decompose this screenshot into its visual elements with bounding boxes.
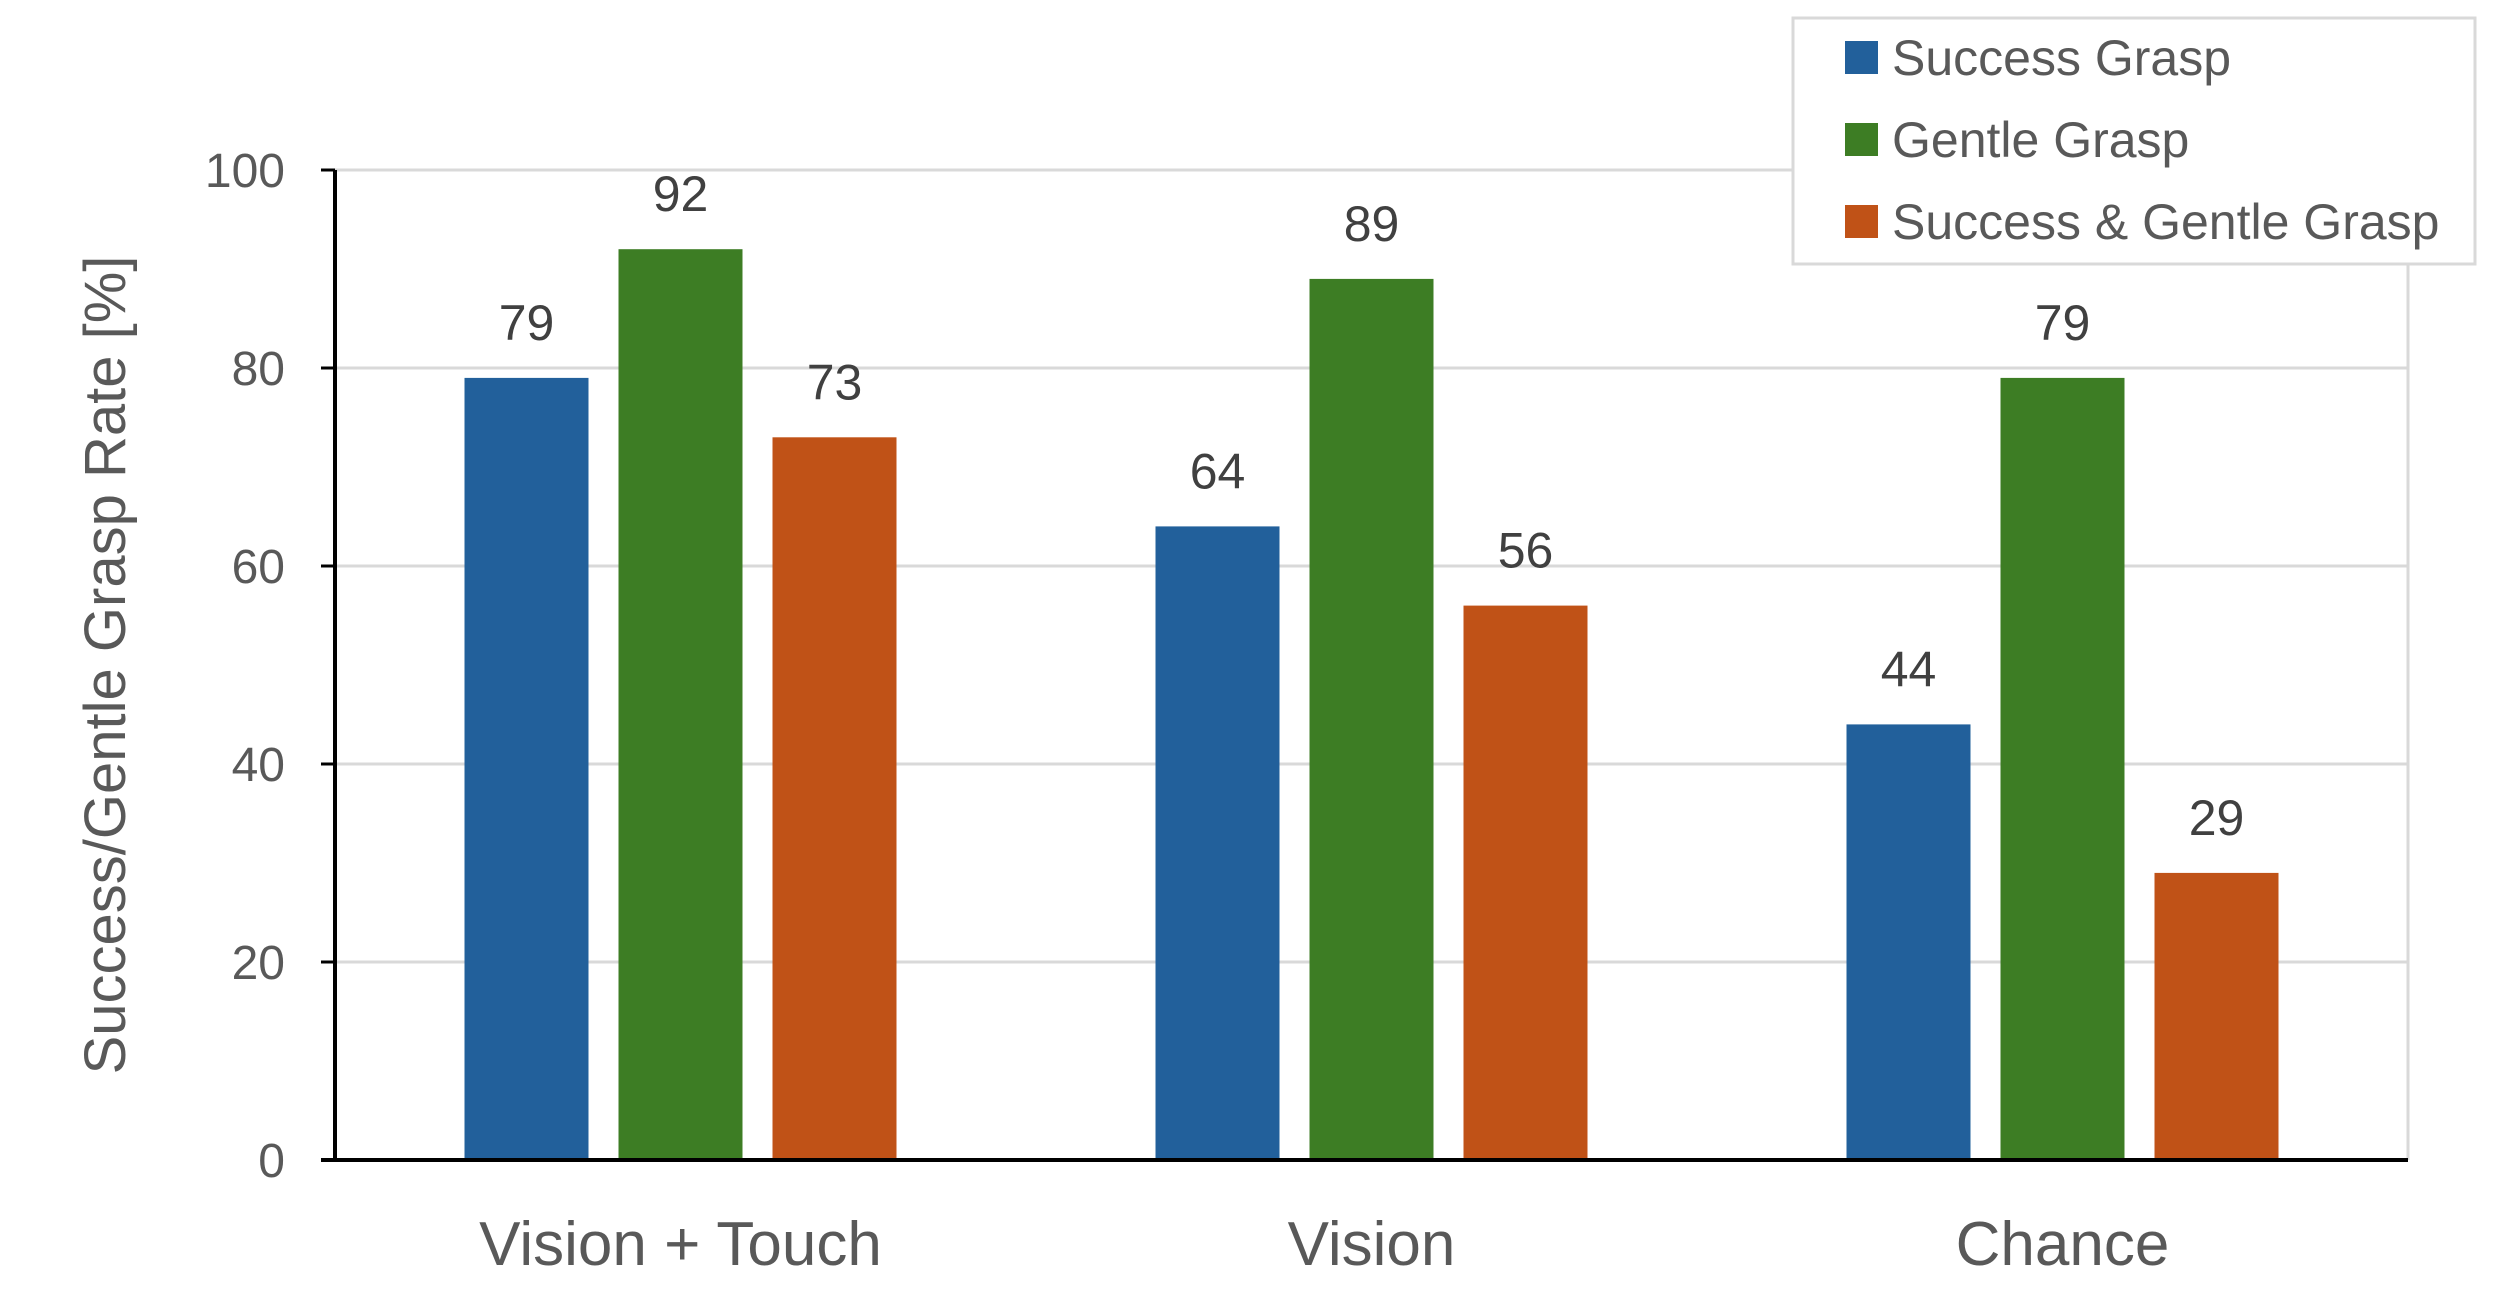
x-category-label: Vision + Touch	[479, 1210, 882, 1279]
legend-label-success-grasp: Success Grasp	[1892, 30, 2231, 86]
bars	[464, 249, 2279, 1160]
legend-swatch-success-and-gentle-grasp	[1845, 205, 1878, 238]
legend-swatch-gentle-grasp	[1845, 123, 1878, 156]
bar-gentle-grasp-vision-touch	[618, 249, 743, 1160]
data-label-success-grasp-vision-touch: 79	[499, 295, 555, 351]
x-category-label: Chance	[1956, 1210, 2170, 1279]
x-category-label: Vision	[1288, 1210, 1456, 1279]
y-tick-label: 20	[232, 937, 285, 990]
bar-success-grasp-vision	[1155, 526, 1280, 1160]
axes: 0 20 40 60 80 100 Vision + Touch Vision Chance Su…	[73, 145, 2408, 1279]
legend-label-gentle-grasp: Gentle Grasp	[1892, 112, 2189, 168]
legend-box	[1791, 16, 2477, 266]
data-label-success-and-gentle-grasp-chance: 29	[2189, 790, 2245, 846]
bar-success-grasp-vision-touch	[464, 377, 589, 1160]
legend-swatch-success-grasp	[1845, 41, 1878, 74]
data-label-success-grasp-chance: 44	[1881, 641, 1937, 697]
y-tick-label: 100	[205, 145, 285, 198]
bar-gentle-grasp-vision	[1309, 278, 1434, 1160]
y-tick-label: 0	[258, 1135, 285, 1188]
data-label-gentle-grasp-chance: 79	[2035, 295, 2091, 351]
legend-label-success-and-gentle-grasp: Success & Gentle Grasp	[1892, 194, 2439, 250]
bar-success-grasp-chance	[1846, 724, 1971, 1160]
y-tick-label: 40	[232, 739, 285, 792]
y-axis-title: Success/Gentle Grasp Rate [%]	[73, 256, 138, 1075]
data-labels: 79 92 73 64 89 56 44 79 29	[499, 166, 2245, 846]
y-tick-label: 80	[232, 343, 285, 396]
bar-gentle-grasp-chance	[2000, 377, 2125, 1160]
bar-success-and-gentle-grasp-vision	[1463, 605, 1588, 1160]
data-label-success-grasp-vision: 64	[1190, 443, 1246, 499]
data-label-gentle-grasp-vision-touch: 92	[653, 166, 709, 222]
legend: Success Grasp Gentle Grasp Success & Gentl…	[1791, 16, 2477, 266]
bar-success-and-gentle-grasp-vision-touch	[772, 437, 897, 1160]
data-label-gentle-grasp-vision: 89	[1344, 196, 1400, 252]
data-label-success-and-gentle-grasp-vision: 56	[1498, 523, 1554, 579]
bar-success-and-gentle-grasp-chance	[2154, 872, 2279, 1160]
data-label-success-and-gentle-grasp-vision-touch: 73	[807, 354, 863, 410]
y-tick-label: 60	[232, 541, 285, 594]
